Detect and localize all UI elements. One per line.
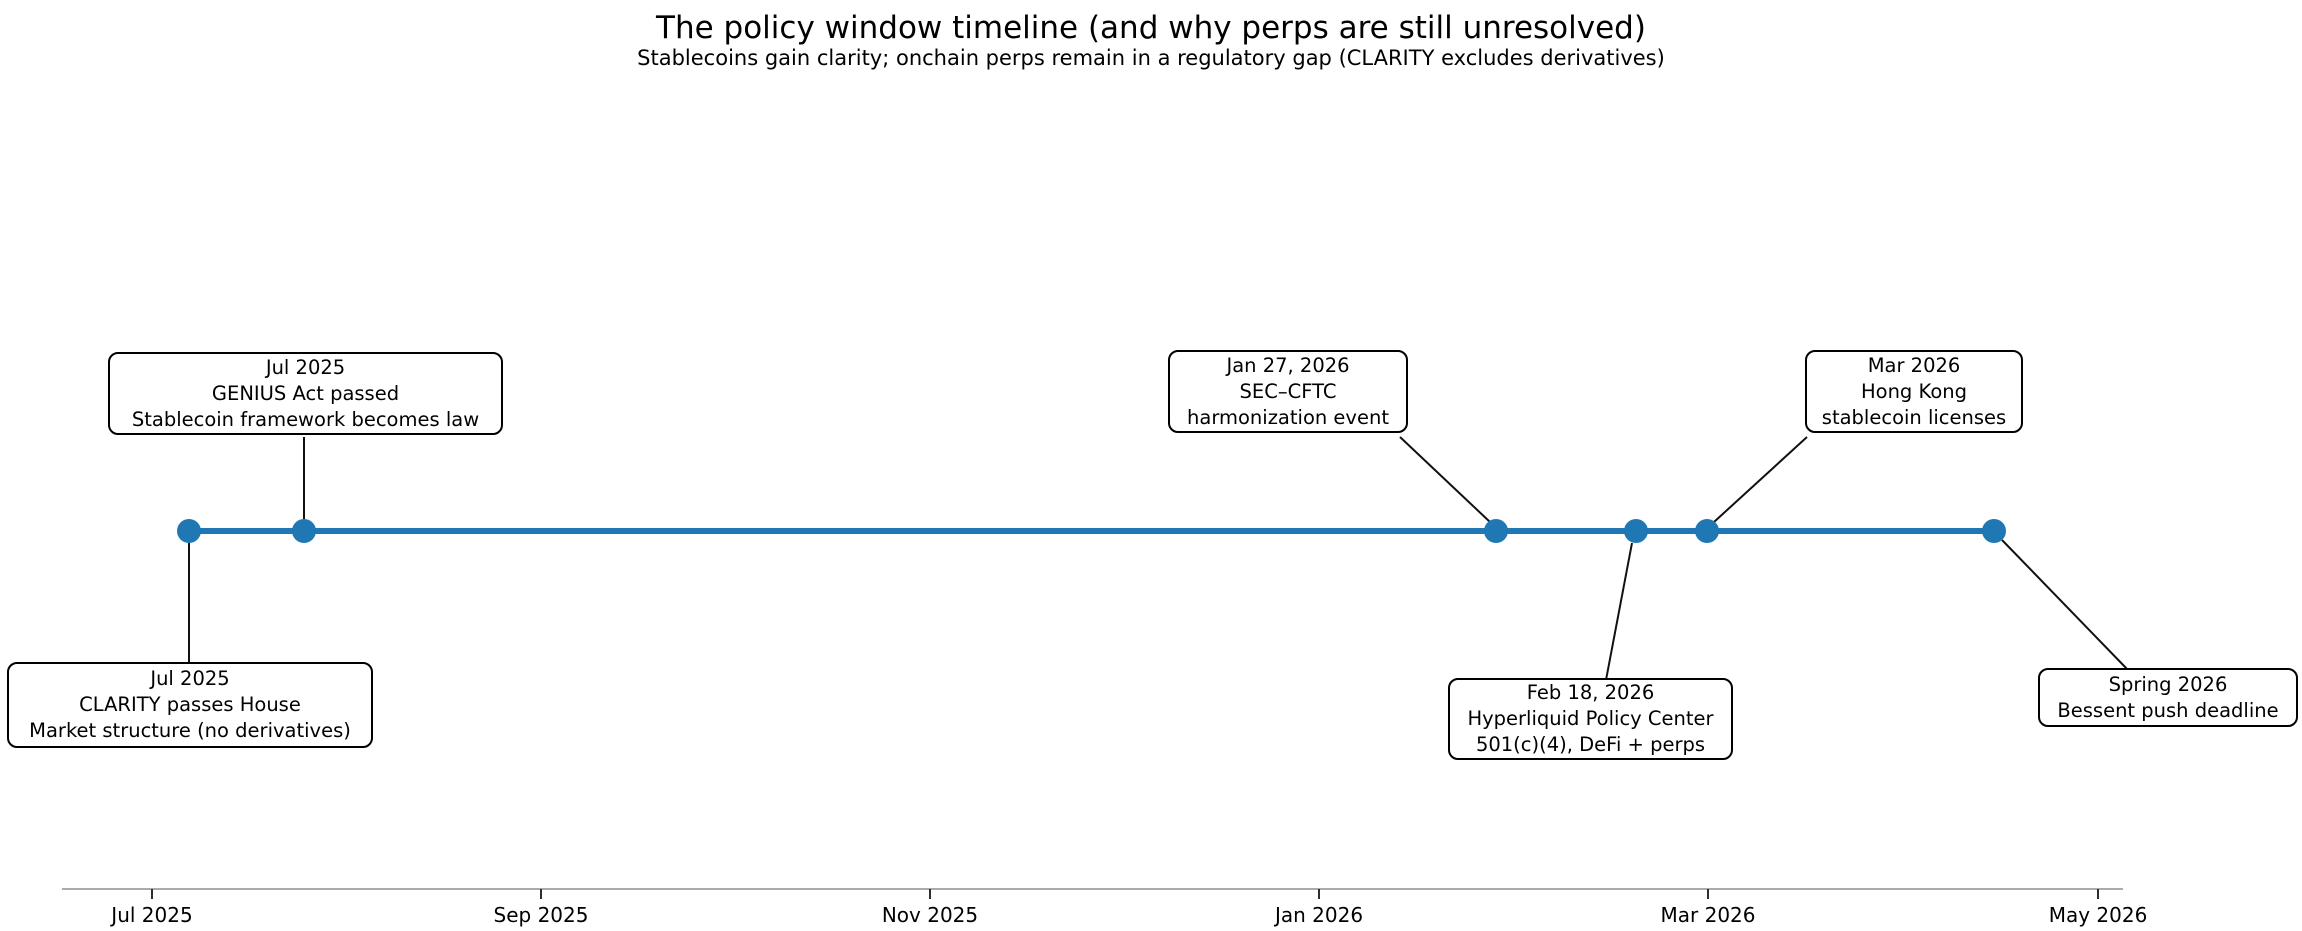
leader-line-hong-kong-licenses — [1713, 436, 1808, 523]
event-dot-bessent-deadline — [1982, 519, 2006, 543]
axis-tick-label: Jan 2026 — [1274, 903, 1364, 927]
annotation-box-hong-kong-licenses: Mar 2026 Hong Kong stablecoin licenses — [1805, 350, 2023, 433]
annotation-box-bessent-deadline: Spring 2026 Bessent push deadline — [2038, 668, 2298, 727]
annotation-text-line: Market structure (no derivatives) — [29, 719, 351, 742]
annotation-text-line: Hong Kong — [1860, 379, 1967, 403]
annotation-text-line: Spring 2026 — [2108, 672, 2228, 696]
annotation-text-line: Feb 18, 2026 — [1526, 681, 1655, 704]
annotation-text-line: 501(c)(4), DeFi + perps — [1475, 733, 1706, 756]
annotation-box-sec-cftc-harmonization: Jan 27, 2026 SEC–CFTC harmonization event — [1168, 350, 1408, 433]
axis-tick-label: Jul 2025 — [111, 903, 193, 927]
annotation-box-hyperliquid-policy-center: Feb 18, 2026 Hyperliquid Policy Center 501… — [1448, 678, 1733, 760]
annotation-text-line: Stablecoin framework becomes law — [131, 407, 480, 431]
annotation-text-line: Bessent push deadline — [2057, 698, 2279, 722]
annotation-text-line: Mar 2026 — [1867, 353, 1961, 377]
annotation-text-line: SEC–CFTC — [1239, 379, 1337, 403]
annotation-text-line: CLARITY passes House — [79, 693, 301, 716]
event-dot-genius-act — [292, 519, 316, 543]
annotation-text-line: stablecoin licenses — [1821, 405, 2007, 429]
axis-tick-label: Nov 2025 — [881, 903, 979, 927]
annotation-text-line: Jul 2025 — [150, 667, 230, 690]
event-dot-hyperliquid-policy-center — [1624, 519, 1648, 543]
axis-tick-label: May 2026 — [2048, 903, 2148, 927]
chart-title: The policy window timeline (and why perp… — [656, 10, 1646, 46]
chart-subtitle: Stablecoins gain clarity; onchain perps … — [637, 46, 1665, 70]
annotation-text-line: GENIUS Act passed — [211, 381, 400, 405]
axis-tick-label: Sep 2025 — [493, 903, 589, 927]
event-dot-hong-kong-licenses — [1695, 519, 1719, 543]
annotation-text-line: Hyperliquid Policy Center — [1467, 707, 1714, 730]
leader-line-bessent-deadline — [2001, 539, 2129, 671]
annotation-text-line: harmonization event — [1187, 405, 1389, 429]
annotation-text-line: Jan 27, 2026 — [1226, 353, 1350, 377]
leader-line-sec-cftc-harmonization — [1399, 436, 1491, 523]
annotation-box-genius-act: Jul 2025 GENIUS Act passed Stablecoin fram… — [108, 352, 503, 435]
axis-tick-label: Mar 2026 — [1660, 903, 1756, 927]
annotation-box-clarity-house: Jul 2025 CLARITY passes House Market struc… — [7, 662, 373, 748]
annotation-text-line: Jul 2025 — [265, 355, 346, 379]
leader-line-hyperliquid-policy-center — [1605, 542, 1633, 681]
event-dot-clarity-house — [177, 519, 201, 543]
event-dot-sec-cftc-harmonization — [1484, 519, 1508, 543]
